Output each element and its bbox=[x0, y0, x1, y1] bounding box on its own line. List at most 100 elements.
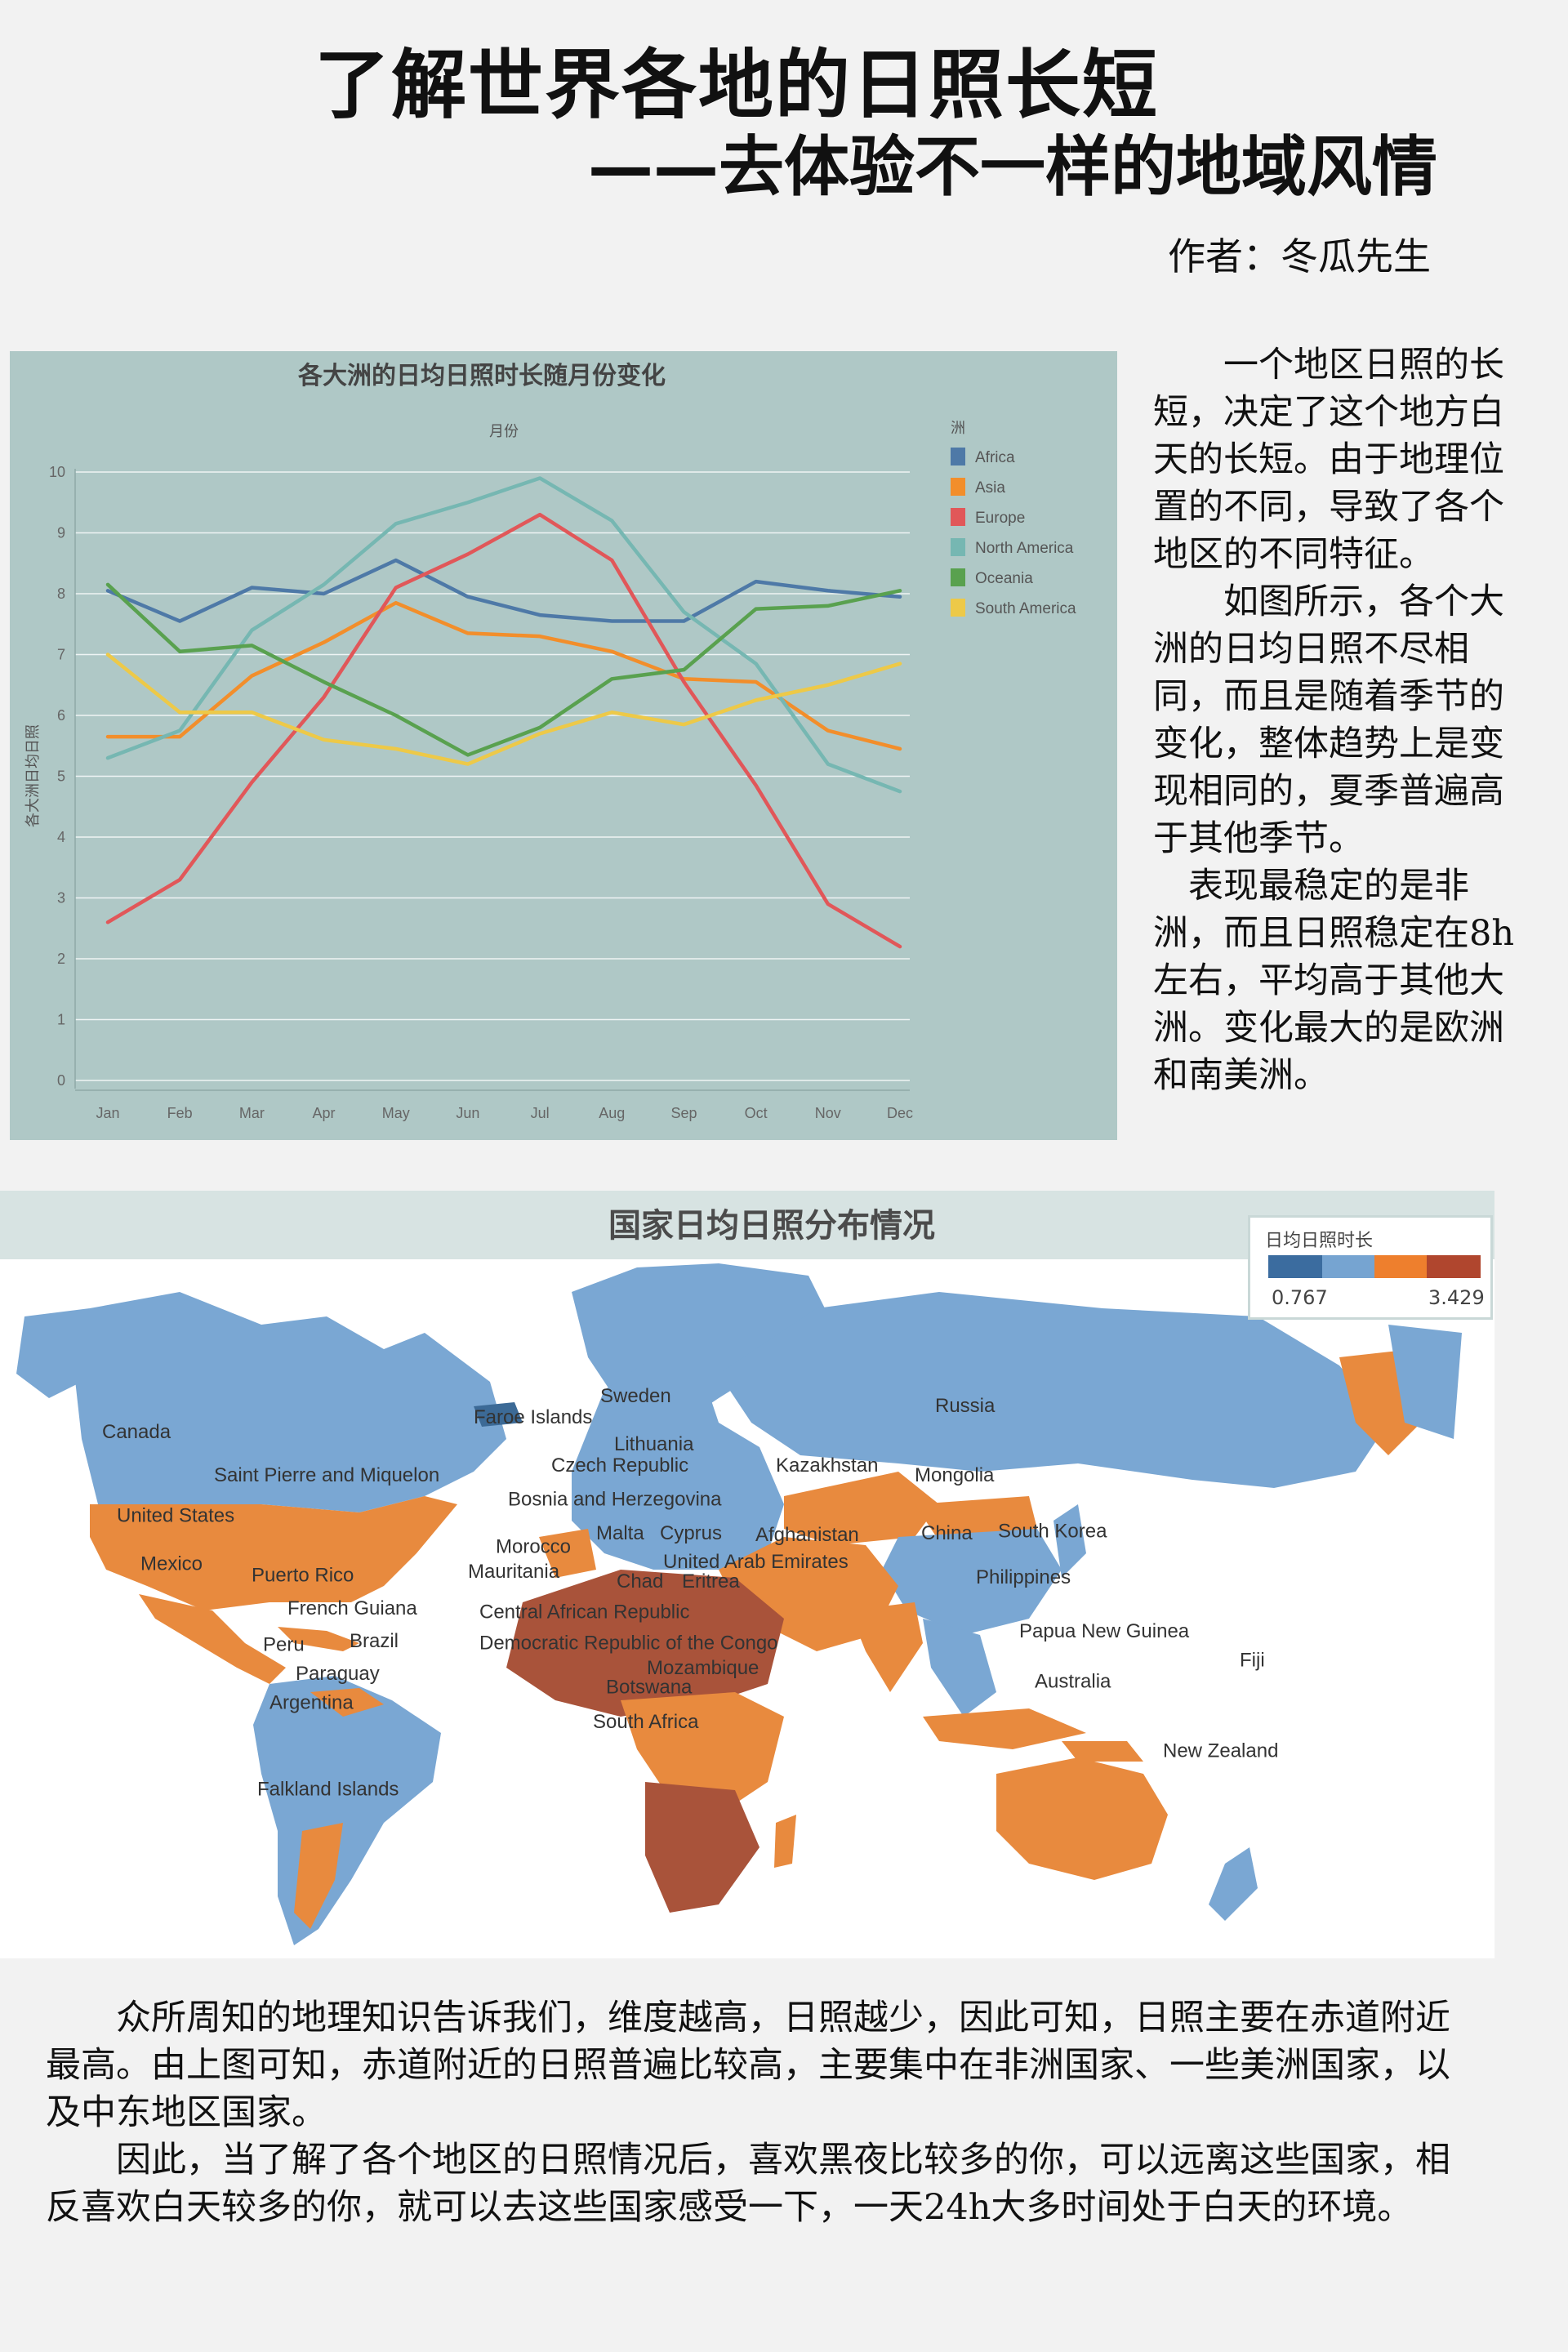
africa-north-shape bbox=[506, 1570, 784, 1717]
china-shape bbox=[882, 1529, 1062, 1635]
legend-label: Africa bbox=[975, 449, 1015, 466]
map-label-afghanistan: Afghanistan bbox=[755, 1524, 859, 1546]
new-zealand-shape bbox=[1209, 1847, 1258, 1921]
usa-shape bbox=[90, 1496, 457, 1610]
australia-shape bbox=[996, 1757, 1168, 1880]
japan-shape bbox=[1054, 1504, 1086, 1578]
map-label-south-korea: South Korea bbox=[998, 1520, 1107, 1542]
chart-title: 各大洲的日均日照时长随月份变化 bbox=[297, 362, 666, 390]
map-label-mauritania: Mauritania bbox=[468, 1561, 560, 1583]
madagascar-shape bbox=[774, 1815, 796, 1868]
map-title: 国家日均日照分布情况 bbox=[608, 1207, 935, 1245]
map-label-faroe-islands: Faroe Islands bbox=[474, 1406, 592, 1428]
x-tick-label: Jul bbox=[531, 1105, 550, 1121]
map-label-puerto-rico: Puerto Rico bbox=[252, 1565, 354, 1587]
map-label-peru: Peru bbox=[263, 1634, 305, 1656]
mongolia-shape bbox=[915, 1496, 1037, 1541]
x-tick-label: Mar bbox=[239, 1105, 265, 1121]
map-label-paraguay: Paraguay bbox=[296, 1663, 380, 1685]
y-tick-label: 10 bbox=[49, 464, 65, 480]
series-line-south-america bbox=[105, 653, 902, 766]
map-label-french-guiana: French Guiana bbox=[287, 1597, 417, 1619]
png-shape bbox=[1062, 1741, 1143, 1762]
intro-paragraph: 如图所示，各个大洲的日均日照不尽相同，而且是随着季节的变化，整体趋势上是变现相同… bbox=[1153, 581, 1504, 859]
x-tick-label: Aug bbox=[599, 1105, 625, 1121]
world-sunshine-map: 国家日均日照分布情况 bbox=[0, 1191, 1494, 1958]
x-tick-label: Jun bbox=[456, 1105, 479, 1121]
spain-shape bbox=[539, 1529, 596, 1578]
y-axis-title: 各大洲日均日照 bbox=[24, 724, 41, 827]
map-label-lithuania: Lithuania bbox=[614, 1433, 694, 1455]
map-label-eritrea: Eritrea bbox=[682, 1570, 740, 1592]
legend-label: North America bbox=[975, 540, 1074, 557]
x-axis-title: 月份 bbox=[489, 423, 519, 439]
map-label-mozambique: Mozambique bbox=[647, 1657, 759, 1679]
legend-label: Europe bbox=[975, 510, 1025, 527]
map-label-philippines: Philippines bbox=[976, 1566, 1071, 1588]
map-label-china: China bbox=[921, 1522, 973, 1544]
indonesia-shape bbox=[923, 1708, 1086, 1749]
map-legend: 日均日照时长 0.767 3.429 bbox=[1248, 1215, 1493, 1320]
legend-swatch-4 bbox=[1427, 1255, 1481, 1278]
y-tick-label: 9 bbox=[57, 525, 65, 541]
map-label-russia: Russia bbox=[935, 1395, 996, 1417]
map-canvas[interactable]: Sweden Faroe Islands Canada LithuaniaCzech … bbox=[0, 1259, 1494, 1958]
canada-shape bbox=[74, 1292, 506, 1512]
y-tick-label: 8 bbox=[57, 586, 65, 602]
legend-swatch-3 bbox=[1374, 1255, 1427, 1278]
russia-shape bbox=[719, 1292, 1388, 1488]
legend-max-value: 3.429 bbox=[1428, 1286, 1485, 1309]
y-tick-label: 5 bbox=[57, 768, 65, 785]
map-label-kazakhstan: Kazakhstan bbox=[776, 1454, 878, 1477]
map-label-australia: Australia bbox=[1035, 1670, 1111, 1692]
y-tick-label: 0 bbox=[57, 1072, 65, 1089]
argentina-shape bbox=[294, 1823, 343, 1929]
map-label-brazil: Brazil bbox=[350, 1630, 399, 1652]
caribbean-shape bbox=[278, 1627, 359, 1651]
body-paragraph: 众所周知的地理知识告诉我们，维度越高，日照越少，因此可知，日照主要在赤道附近最高… bbox=[46, 1998, 1450, 2133]
south-america-shape bbox=[253, 1676, 441, 1945]
y-tick-label: 6 bbox=[57, 707, 65, 724]
map-label-bosnia-and-herzegovina: Bosnia and Herzegovina bbox=[508, 1488, 722, 1510]
kazakhstan-shape bbox=[784, 1472, 939, 1545]
map-label-mongolia: Mongolia bbox=[915, 1464, 995, 1486]
legend-title: 洲 bbox=[951, 420, 965, 436]
map-label-mexico: Mexico bbox=[140, 1553, 203, 1575]
alaska-shape bbox=[16, 1308, 90, 1398]
y-tick-label: 1 bbox=[57, 1012, 65, 1028]
map-label-new-zealand: New Zealand bbox=[1163, 1740, 1278, 1762]
legend-title: 日均日照时长 bbox=[1265, 1231, 1374, 1251]
x-tick-label: Jan bbox=[96, 1105, 119, 1121]
page-subtitle: ——去体验不一样的地域风情 bbox=[588, 129, 1437, 205]
y-tick-label: 2 bbox=[57, 951, 65, 967]
x-tick-label: Feb bbox=[167, 1105, 193, 1121]
map-label-papua-new-guinea: Papua New Guinea bbox=[1019, 1620, 1190, 1642]
y-tick-label: 3 bbox=[57, 890, 65, 906]
series-line-africa bbox=[105, 558, 902, 623]
southeast-asia-shape bbox=[923, 1619, 996, 1717]
map-label-united-states: United States bbox=[117, 1505, 234, 1527]
country-labels: Sweden Faroe Islands Canada LithuaniaCzech … bbox=[102, 1385, 1278, 1800]
map-label-cyprus: Cyprus bbox=[660, 1522, 722, 1544]
x-tick-label: Sep bbox=[670, 1105, 697, 1121]
mexico-shape bbox=[139, 1594, 286, 1684]
map-label-democratic-republic-of-the-congo: Democratic Republic of the Congo bbox=[479, 1632, 778, 1654]
intro-paragraph: 表现最稳定的是非洲，而且日照稳定在8h左右，平均高于其他大洲。变化最大的是欧洲和… bbox=[1153, 866, 1515, 1096]
iceland-shape bbox=[474, 1402, 523, 1427]
page-title: 了解世界各地的日照长短 bbox=[314, 42, 1160, 129]
legend-swatch bbox=[951, 478, 965, 496]
map-label-fiji: Fiji bbox=[1240, 1650, 1265, 1672]
map-label-czech-republic: Czech Republic bbox=[551, 1454, 688, 1477]
map-header bbox=[0, 1191, 1494, 1259]
landmasses bbox=[16, 1263, 1462, 1945]
map-label-malta: Malta bbox=[596, 1522, 644, 1544]
legend-swatch bbox=[951, 538, 965, 556]
map-label-argentina: Argentina bbox=[270, 1691, 354, 1713]
map-label-saint-pierre-and-miquelon: Saint Pierre and Miquelon bbox=[214, 1464, 439, 1486]
body-paragraph: 因此，当了解了各个地区的日照情况后，喜欢黑夜比较多的你，可以远离这些国家，相反喜… bbox=[46, 2140, 1450, 2228]
legend-swatch bbox=[951, 568, 965, 586]
europe-shape bbox=[572, 1357, 784, 1570]
map-label-central-african-republic: Central African Republic bbox=[479, 1601, 689, 1624]
legend-label: Oceania bbox=[975, 570, 1033, 587]
